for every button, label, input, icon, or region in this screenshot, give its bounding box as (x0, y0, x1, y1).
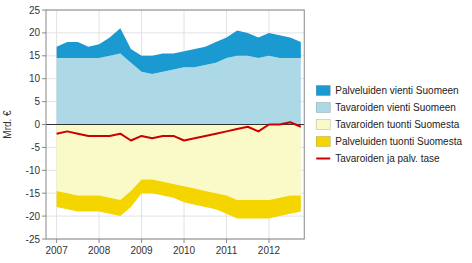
legend-item: Palveluiden tuonti Suomesta (316, 136, 462, 147)
legend-label: Tavaroiden ja palv. tase (335, 153, 440, 164)
legend-label: Tavaroiden vienti Suomeen (335, 102, 456, 113)
line (57, 122, 301, 140)
area (57, 179, 301, 218)
tick (42, 170, 46, 171)
axes: -25 -20 -15 -10 -5 0 5 10 15 20 25 2007 2008 2009 2010… (2, 5, 304, 257)
tick-label: 2011 (216, 245, 238, 256)
tick (42, 78, 46, 79)
tick-label: -15 (26, 188, 41, 199)
tick (42, 193, 46, 194)
tick-label: 25 (29, 5, 41, 16)
tick-label: 2010 (173, 245, 196, 256)
legend-swatch (316, 120, 330, 130)
legend: Palveluiden vienti Suomeen Tavaroiden vie… (316, 85, 462, 164)
plot-frame (46, 10, 304, 239)
tick-label: 2008 (88, 245, 111, 256)
tick (184, 239, 185, 243)
legend-label: Palveluiden vienti Suomeen (335, 85, 458, 96)
legend-line (316, 158, 330, 160)
tick (268, 239, 269, 243)
tick-label: 10 (29, 73, 41, 84)
tick-label: -10 (26, 165, 41, 176)
tick (42, 239, 46, 240)
tick-label: 20 (29, 27, 41, 38)
grid-line (46, 124, 304, 125)
tick (42, 216, 46, 217)
legend-item: Tavaroiden ja palv. tase (316, 153, 440, 164)
tick (56, 239, 57, 243)
tick-label: 2012 (258, 245, 281, 256)
tick-label: -5 (31, 142, 40, 153)
legend-item: Palveluiden vienti Suomeen (316, 85, 458, 96)
tick (141, 239, 142, 243)
zero-line (46, 124, 304, 125)
tick (42, 124, 46, 125)
tick-label: -25 (26, 234, 41, 245)
tick-label: 2009 (130, 245, 153, 256)
tick (42, 10, 46, 11)
tick-label: -20 (26, 211, 41, 222)
chart: Palveluiden vienti Suomeen Tavaroiden vie… (0, 0, 472, 263)
area (57, 28, 301, 74)
grid (46, 10, 304, 239)
tick (226, 239, 227, 243)
tick-label: 2007 (45, 245, 68, 256)
tick (42, 55, 46, 56)
legend-item: Tavaroiden tuonti Suomesta (316, 119, 459, 130)
plot-area (46, 28, 304, 218)
legend-swatch (316, 137, 330, 147)
axis-label: Mrd. € (2, 110, 13, 139)
legend-label: Palveluiden tuonti Suomesta (335, 136, 462, 147)
tick (42, 147, 46, 148)
legend-item: Tavaroiden vienti Suomeen (316, 102, 456, 113)
legend-swatch (316, 103, 330, 113)
tick-label: 0 (34, 119, 40, 130)
grid-line (46, 32, 304, 33)
tick-label: 5 (34, 96, 40, 107)
tick (42, 32, 46, 33)
tick (99, 239, 100, 243)
legend-label: Tavaroiden tuonti Suomesta (335, 119, 459, 130)
legend-swatch (316, 86, 330, 96)
tick-label: 15 (29, 50, 41, 61)
tick (42, 101, 46, 102)
